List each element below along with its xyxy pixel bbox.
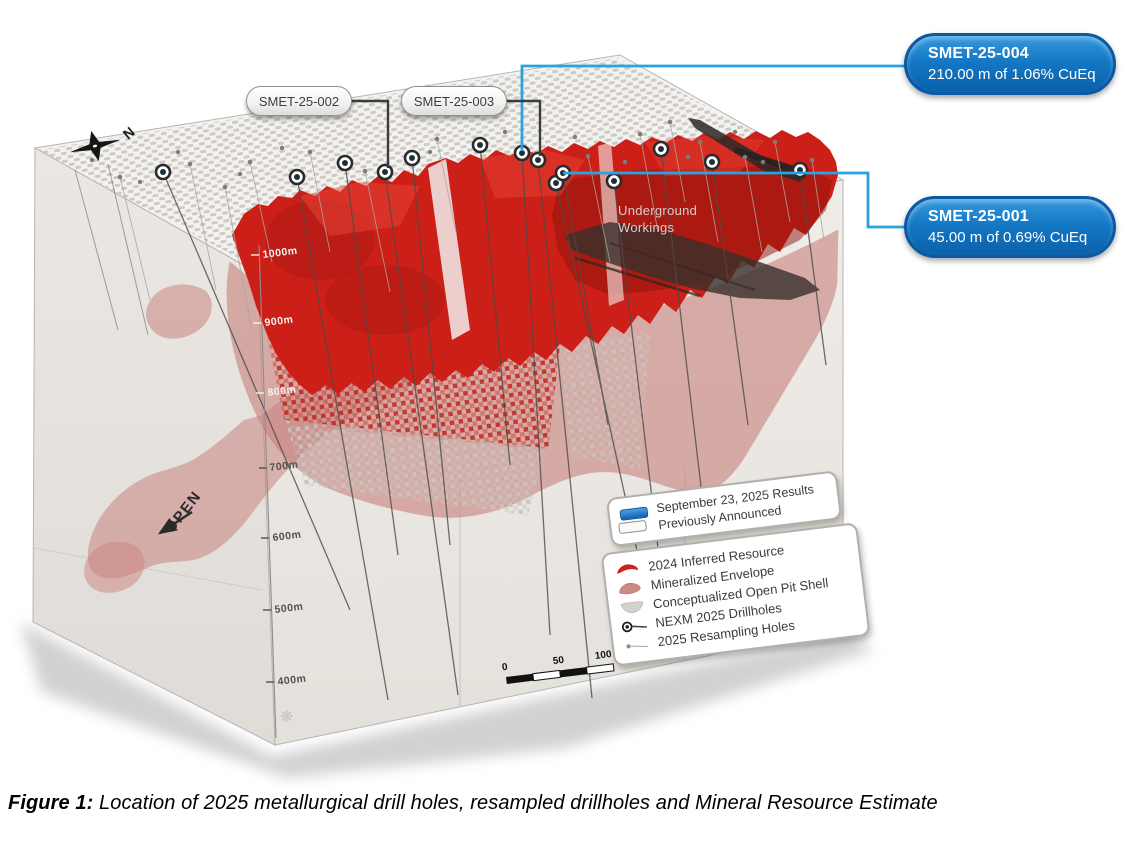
callout-smet-25-001: SMET-25-001 45.00 m of 0.69% CuEq <box>904 196 1116 258</box>
legend-item-open-pit-shell: Conceptualized Open Pit Shell <box>618 570 853 617</box>
white-interval-swatch-icon <box>617 519 648 534</box>
shell-block-fade <box>285 420 545 515</box>
leader-smet-25-003 <box>506 99 542 156</box>
legend-item-mineralized-envelope: Mineralized Envelope <box>616 551 851 598</box>
3d-resource-model-scene: 1000m 900m 800m 700m 600m 500m 400m N OP… <box>20 54 905 778</box>
elevation-label: 800m <box>267 384 297 399</box>
figure-caption-prefix: Figure 1: <box>8 792 94 814</box>
legend: September 23, 2025 Results Previously An… <box>594 467 882 667</box>
callout-smet-25-004: SMET-25-004 210.00 m of 1.06% CuEq <box>904 33 1116 95</box>
callout-smet-25-002: SMET-25-002 <box>246 86 352 116</box>
grid-line <box>33 547 263 591</box>
callout-value: 210.00 m of 1.06% CuEq <box>928 66 1096 83</box>
gray-shell-swatch-icon <box>620 600 644 613</box>
shell-block-fade2 <box>560 330 650 470</box>
leader-smet-25-004 <box>520 64 905 151</box>
legend-items-box: 2024 Inferred Resource Mineralized Envel… <box>600 522 871 667</box>
callout-value: 45.00 m of 0.69% CuEq <box>928 229 1088 246</box>
callout-label: SMET-25-003 <box>413 93 495 109</box>
callout-leader-lines <box>350 64 905 229</box>
resampling-hole-swatch-icon <box>626 643 649 648</box>
resource-shade <box>325 265 445 335</box>
resource-highlight <box>300 182 420 236</box>
elevation-label: 500m <box>274 601 304 616</box>
underground-workings-body <box>565 222 820 300</box>
scale-tick-0: 0 <box>501 662 508 674</box>
lobe-gap <box>428 159 470 340</box>
elevation-label: 400m <box>277 673 307 688</box>
legend-item-nexm-drillholes: NEXM 2025 Drillholes <box>621 589 856 636</box>
drillhole-collar-swatch-icon <box>621 621 647 632</box>
workings-streak <box>574 256 701 298</box>
elevation-label: 600m <box>272 529 302 544</box>
callout-title: SMET-25-001 <box>928 208 1029 225</box>
interval-swatches <box>617 506 650 534</box>
figure-caption: Figure 1: Location of 2025 metallurgical… <box>8 792 1138 815</box>
callout-label: SMET-25-002 <box>258 93 340 109</box>
pink-blob-swatch-icon <box>619 582 641 594</box>
envelope-blob-mid <box>146 284 212 339</box>
underground-workings-line2: Workings <box>618 219 675 235</box>
underground-workings-label: Underground Workings <box>618 203 697 237</box>
blue-interval-swatch-icon <box>619 506 649 521</box>
open-arrow-icon <box>157 510 193 535</box>
elevation-label: 700m <box>269 459 299 474</box>
drillhole-collars <box>154 136 809 192</box>
underground-workings-line1: Underground <box>618 203 698 218</box>
callout-title: SMET-25-004 <box>928 45 1029 62</box>
callout-smet-25-003: SMET-25-003 <box>401 86 507 116</box>
red-blob-swatch-icon <box>617 563 638 574</box>
legend-item-resampling-holes: 2025 Resampling Holes <box>623 608 858 655</box>
elevation-label: 900m <box>264 314 294 329</box>
elevation-scale: 1000m 900m 800m 700m 600m 500m 400m <box>251 245 307 739</box>
workings-streak <box>609 242 756 291</box>
legend-item-inferred-resource: 2024 Inferred Resource <box>614 533 849 580</box>
leader-smet-25-002 <box>350 99 390 168</box>
resampling-collar-dots <box>89 119 815 190</box>
drillhole-traces <box>74 144 827 701</box>
scale-tick-50: 50 <box>552 655 565 667</box>
figure-caption-text: Location of 2025 metallurgical drill hol… <box>93 792 938 814</box>
ground-shadow <box>20 622 874 778</box>
watermark-icon: ❋ <box>280 709 293 726</box>
leader-smet-25-001 <box>563 171 905 229</box>
elevation-label: 1000m <box>262 245 298 261</box>
envelope-blob-small <box>84 541 145 593</box>
